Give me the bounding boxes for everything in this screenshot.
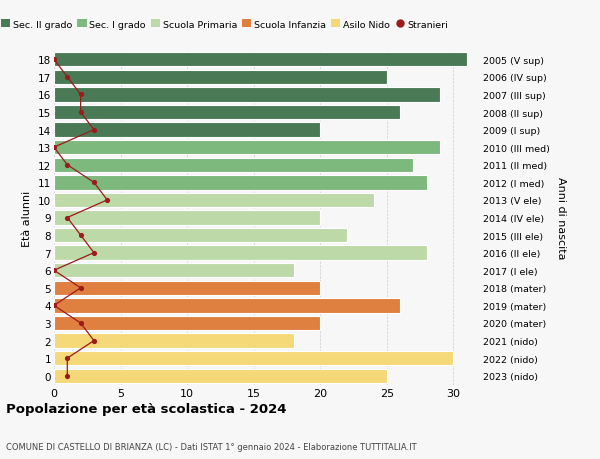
Point [76,285,85,292]
Point [62,355,72,362]
Bar [54,71,387,85]
Bar [54,88,440,102]
Bar [54,263,293,278]
Point [89,249,99,257]
Bar [54,211,320,225]
Point [76,232,85,239]
Bar [54,229,347,243]
Bar [54,176,427,190]
Y-axis label: Anni di nascita: Anni di nascita [556,177,566,259]
Bar [54,369,387,383]
Bar [54,351,454,365]
Bar [54,106,400,120]
Text: Popolazione per età scolastica - 2024: Popolazione per età scolastica - 2024 [6,403,287,415]
Point [89,179,99,187]
Point [89,337,99,345]
Bar [54,334,293,348]
Point [62,372,72,380]
Point [62,162,72,169]
Bar [54,140,440,155]
Point [89,127,99,134]
Point [49,267,59,274]
Point [76,91,85,99]
Bar [54,246,427,260]
Text: COMUNE DI CASTELLO DI BRIANZA (LC) - Dati ISTAT 1° gennaio 2024 - Elaborazione T: COMUNE DI CASTELLO DI BRIANZA (LC) - Dat… [6,442,416,451]
Y-axis label: Età alunni: Età alunni [22,190,32,246]
Point [76,109,85,117]
Legend: Sec. II grado, Sec. I grado, Scuola Primaria, Scuola Infanzia, Asilo Nido, Stran: Sec. II grado, Sec. I grado, Scuola Prim… [0,17,452,34]
Point [49,302,59,309]
Bar [54,316,320,330]
Bar [54,123,320,138]
Point [76,319,85,327]
Point [103,197,112,204]
Bar [54,193,373,207]
Bar [54,158,413,173]
Point [49,144,59,151]
Point [49,56,59,64]
Bar [54,281,320,296]
Bar [54,298,400,313]
Point [62,214,72,222]
Point [62,74,72,81]
Bar [54,53,467,67]
